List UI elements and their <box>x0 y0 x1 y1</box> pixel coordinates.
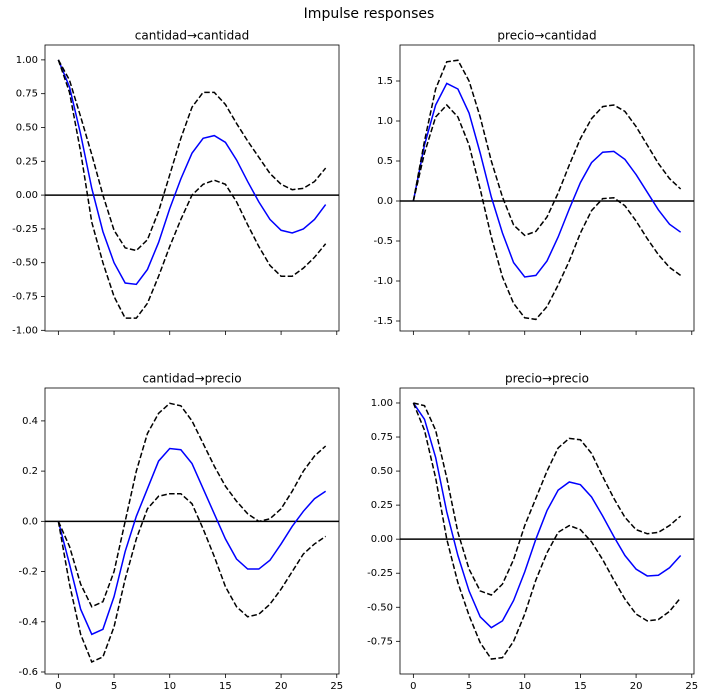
y-tick-label: 0.75 <box>371 432 393 443</box>
y-tick-label: 0.0 <box>377 196 393 207</box>
y-tick-label: -0.25 <box>367 568 393 579</box>
y-tick-label: 1.00 <box>16 55 38 66</box>
band-line <box>57 402 327 608</box>
x-tick-label: 0 <box>55 681 61 692</box>
y-tick-label: -0.75 <box>367 636 393 647</box>
band-line <box>412 59 682 237</box>
axes-frame <box>44 387 340 675</box>
x-tick-label: 20 <box>275 681 288 692</box>
band-line <box>413 402 682 596</box>
y-tick-label: -1.0 <box>373 276 393 287</box>
y-tick-label: -0.25 <box>12 224 38 235</box>
x-tick-label: 25 <box>330 681 343 692</box>
y-tick-label: -0.50 <box>12 258 38 269</box>
y-tick-label: 0.5 <box>377 156 393 167</box>
y-tick-label: 0.00 <box>16 190 38 201</box>
figure-title: Impulse responses <box>304 6 435 22</box>
y-tick-label: -0.50 <box>367 602 393 613</box>
y-tick-label: 0.25 <box>371 500 393 511</box>
axes-frame <box>44 44 340 332</box>
subplot-title: cantidad→cantidad <box>135 29 249 43</box>
band-line <box>412 402 682 660</box>
y-tick-label: -0.6 <box>18 667 38 678</box>
irf-line <box>57 447 327 636</box>
x-tick-label: 10 <box>163 681 176 692</box>
y-tick-label: 0.2 <box>22 466 38 477</box>
y-tick-label: 0.0 <box>22 516 38 527</box>
y-tick-label: 1.5 <box>377 76 393 87</box>
y-tick-label: 0.25 <box>16 156 38 167</box>
subplot-title: precio→cantidad <box>497 29 596 43</box>
irf-line <box>57 59 327 286</box>
subplot-title: cantidad→precio <box>142 372 241 386</box>
y-tick-label: 0.50 <box>16 122 38 133</box>
y-tick-label: 0.4 <box>22 416 38 427</box>
y-tick-label: 0.50 <box>371 466 393 477</box>
x-tick-label: 0 <box>410 681 416 692</box>
y-tick-label: -1.00 <box>12 325 38 336</box>
x-tick-label: 15 <box>219 681 232 692</box>
y-tick-label: 0.00 <box>371 534 393 545</box>
irf-line <box>412 82 682 278</box>
x-tick-label: 25 <box>685 681 698 692</box>
x-tick-label: 5 <box>111 681 117 692</box>
y-tick-label: 1.00 <box>371 398 393 409</box>
y-tick-label: 1.0 <box>377 116 393 127</box>
band-line <box>57 59 327 319</box>
y-tick-label: -0.75 <box>12 292 38 303</box>
band-line <box>57 59 327 252</box>
axes-frame <box>399 387 695 675</box>
subplot-title: precio→precio <box>505 372 589 386</box>
x-tick-label: 5 <box>466 681 472 692</box>
band-line <box>57 492 327 663</box>
y-tick-label: 0.75 <box>16 89 38 100</box>
y-tick-label: -0.2 <box>18 567 38 578</box>
y-tick-label: -1.5 <box>373 316 393 327</box>
x-tick-label: 20 <box>630 681 643 692</box>
band-line <box>412 103 682 321</box>
x-tick-label: 10 <box>518 681 531 692</box>
x-tick-label: 15 <box>574 681 587 692</box>
axes-frame <box>399 44 695 332</box>
y-tick-label: -0.4 <box>18 617 38 628</box>
irf-line <box>412 402 682 629</box>
y-tick-label: -0.5 <box>373 236 393 247</box>
